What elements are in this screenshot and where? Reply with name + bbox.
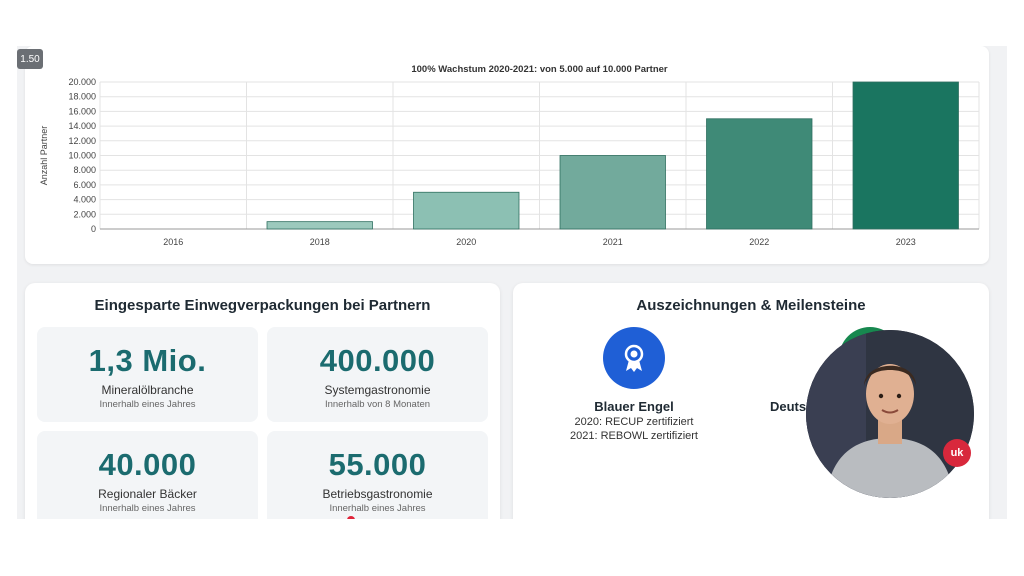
presenter-video [806, 330, 974, 498]
x-tick-label: 2020 [456, 237, 476, 247]
bar-2023 [852, 81, 959, 230]
stat-label: Betriebsgastronomie [322, 487, 433, 501]
y-tick-label: 6.000 [73, 180, 96, 190]
award-line: 2021: REBOWL zertifiziert [570, 430, 698, 442]
bar-2020 [413, 191, 520, 230]
zoom-badge: 1.50 [17, 49, 43, 69]
chart-title: 100% Wachstum 2020-2021: von 5.000 auf 1… [411, 64, 668, 75]
stat-label: Systemgastronomie [324, 383, 431, 397]
stat-sub: Innerhalb von 8 Monaten [324, 399, 431, 410]
y-tick-label: 16.000 [68, 106, 96, 116]
stat-systemgastronomie: 400.000 Systemgastronomie Innerhalb von … [267, 327, 488, 422]
x-tick-label: 2022 [749, 237, 769, 247]
stat-value: 40.000 [98, 447, 197, 482]
savings-card: Eingesparte Einwegverpackungen bei Partn… [25, 283, 500, 519]
chart-card: 100% Wachstum 2020-2021: von 5.000 auf 1… [25, 46, 989, 264]
bar-2018 [266, 221, 373, 230]
y-tick-label: 10.000 [68, 151, 96, 161]
y-tick-label: 20.000 [68, 77, 96, 87]
stat-sub: Innerhalb eines Jahres [329, 503, 426, 514]
stat-mineraloel: 1,3 Mio. Mineralölbranche Innerhalb eine… [37, 327, 258, 422]
award-ribbon-icon [603, 327, 665, 389]
award-line: 2020: RECUP zertifiziert [574, 416, 694, 428]
stat-value: 55.000 [328, 447, 427, 482]
x-tick-label: 2021 [603, 237, 623, 247]
stat-label: Mineralölbranche [101, 383, 194, 397]
stat-sub: Innerhalb eines Jahres [99, 503, 196, 514]
x-tick-label: 2023 [896, 237, 916, 247]
stat-value: 1,3 Mio. [88, 343, 207, 378]
y-tick-label: 8.000 [73, 165, 96, 175]
stat-baecker: 40.000 Regionaler Bäcker Innerhalb eines… [37, 431, 258, 519]
presenter-avatar [806, 330, 974, 498]
awards-title: Auszeichnungen & Meilensteine [636, 297, 866, 314]
y-axis-label: Anzahl Partner [39, 126, 49, 186]
y-tick-label: 18.000 [68, 92, 96, 102]
bar-2021 [559, 155, 666, 230]
y-tick-label: 0 [91, 224, 96, 234]
stat-sub: Innerhalb eines Jahres [99, 399, 196, 410]
stat-value: 400.000 [319, 343, 436, 378]
partner-growth-chart: 100% Wachstum 2020-2021: von 5.000 auf 1… [39, 64, 980, 247]
y-tick-label: 14.000 [68, 121, 96, 131]
stat-label: Regionaler Bäcker [98, 487, 197, 501]
x-tick-label: 2018 [310, 237, 330, 247]
award-title: Blauer Engel [594, 399, 674, 414]
savings-title: Eingesparte Einwegverpackungen bei Partn… [94, 297, 431, 314]
uk-logo: uk [943, 439, 971, 467]
bar-2022 [706, 118, 813, 230]
y-tick-label: 2.000 [73, 209, 96, 219]
y-tick-label: 12.000 [68, 136, 96, 146]
award-blauer-engel: Blauer Engel 2020: RECUP zertifiziert 20… [534, 327, 734, 442]
stat-betriebsgastronomie: 55.000 Betriebsgastronomie Innerhalb ein… [267, 431, 488, 519]
cursor-dot [347, 516, 355, 519]
y-tick-label: 4.000 [73, 195, 96, 205]
x-tick-label: 2016 [163, 237, 183, 247]
